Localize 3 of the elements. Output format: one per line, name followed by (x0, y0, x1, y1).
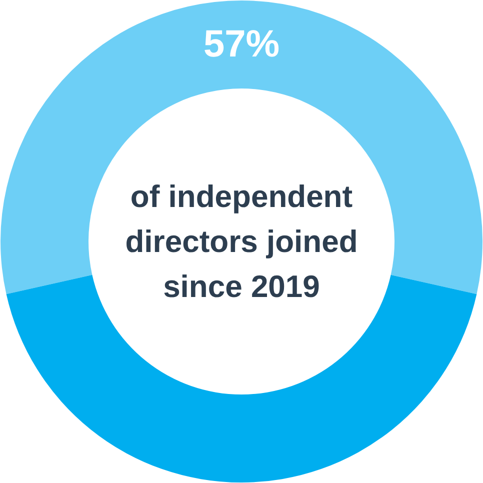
donut-slice (6, 274, 477, 482)
data-label: 57% (203, 24, 280, 66)
text: of independent directors joined since 2019 (125, 179, 358, 304)
